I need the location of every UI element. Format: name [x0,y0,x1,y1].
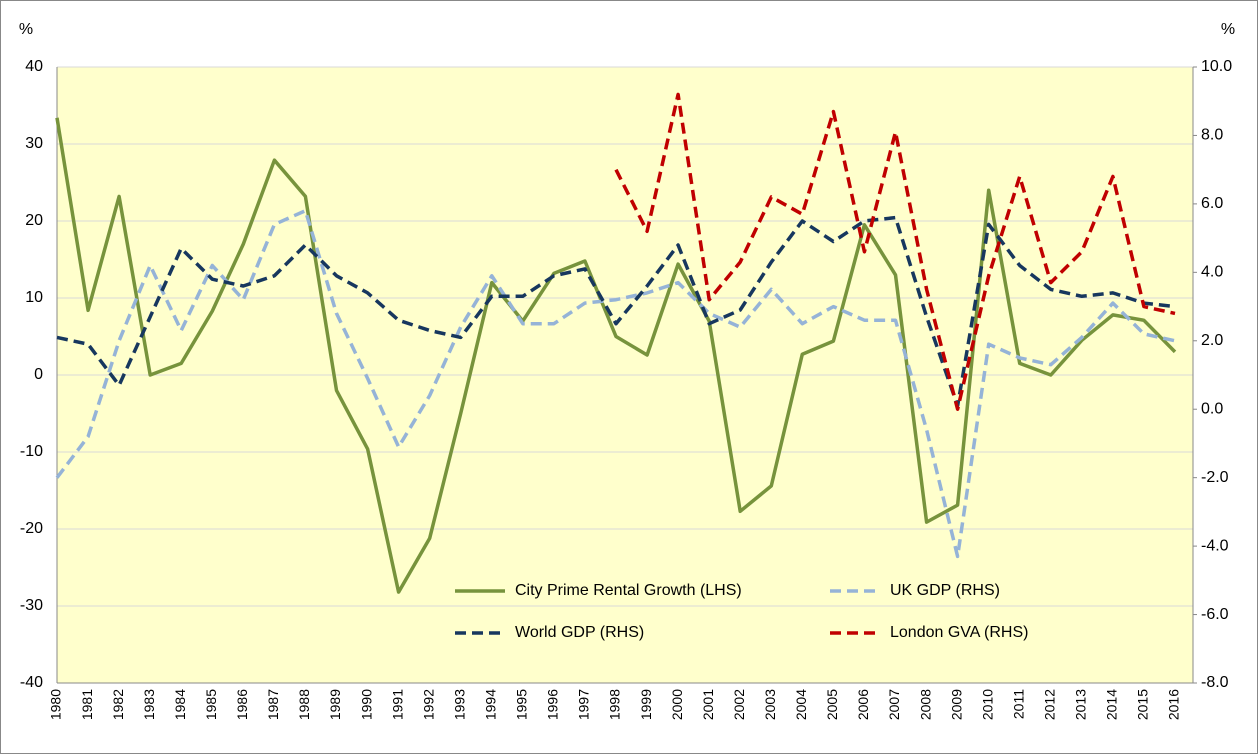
y2-tick-label: 4.0 [1201,264,1223,281]
x-tick-label: 1993 [451,689,467,720]
x-tick-label: 2013 [1073,689,1089,720]
y-tick-label: -10 [20,443,43,460]
y2-tick-label: 2.0 [1201,332,1223,349]
x-tick-label: 1999 [638,689,654,720]
y2-tick-label: 6.0 [1201,195,1223,212]
y2-tick-label: -6.0 [1201,606,1229,623]
x-tick-label: 1990 [358,689,374,720]
x-tick-label: 1989 [327,689,343,720]
x-tick-label: 1981 [79,689,95,720]
legend-label: London GVA (RHS) [890,624,1028,641]
y-tick-label: 30 [25,135,43,152]
y-tick-label: 40 [25,58,43,75]
x-tick-label: 2002 [731,689,747,720]
x-tick-label: 1982 [110,689,126,720]
x-tick-label: 1997 [576,689,592,720]
y2-tick-label: 10.0 [1201,58,1232,75]
x-tick-label: 2010 [979,689,995,720]
x-tick-label: 2000 [669,689,685,720]
y2-tick-label: 0.0 [1201,400,1223,417]
line [55,208,1176,559]
x-tick-label: 1984 [172,689,188,720]
x-tick-label: 1985 [203,689,219,720]
x-tick-label: 2011 [1010,689,1026,719]
line [614,92,1176,411]
x-tick-label: 1987 [265,689,281,720]
x-tick-label: 1988 [296,689,312,720]
legend-label: UK GDP (RHS) [890,582,1000,599]
x-tick-label: 2016 [1166,689,1182,720]
y2-tick-label: 8.0 [1201,127,1223,144]
line [56,215,1176,408]
x-tick-label: 2003 [762,689,778,720]
y2-axis-label: % [1221,21,1235,38]
y-tick-label: 10 [25,289,43,306]
x-tick-label: 2005 [824,689,840,720]
y-tick-label: -30 [20,597,43,614]
x-tick-label: 1995 [514,689,530,720]
x-tick-label: 1996 [545,689,561,720]
x-tick-label: 2009 [948,689,964,720]
x-tick-label: 2015 [1135,689,1151,720]
x-tick-label: 2007 [886,689,902,720]
x-tick-label: 2006 [855,689,871,720]
x-tick-label: 2012 [1041,689,1057,720]
y-tick-label: -20 [20,520,43,537]
y-axis-label: % [19,21,33,38]
x-tick-label: 2001 [700,689,716,720]
x-tick-label: 1994 [482,689,498,720]
x-tick-label: 1998 [607,689,623,720]
x-tick-label: 2014 [1104,689,1120,720]
legend-label: World GDP (RHS) [515,624,644,641]
x-tick-label: 1983 [141,689,157,720]
x-tick-label: 1992 [420,689,436,720]
y-tick-label: -40 [20,674,43,691]
x-tick-label: 2004 [793,689,809,720]
x-tick-label: 1991 [389,689,405,720]
y2-tick-label: -8.0 [1201,674,1229,691]
x-tick-label: 1986 [234,689,250,720]
y-tick-label: 0 [34,366,43,383]
y2-tick-label: -4.0 [1201,537,1229,554]
legend-label: City Prime Rental Growth (LHS) [515,582,742,599]
line [55,117,1177,594]
y-tick-label: 20 [25,212,43,229]
x-tick-label: 2008 [917,689,933,720]
y2-tick-label: -2.0 [1201,469,1229,486]
x-tick-label: 1980 [48,689,64,720]
